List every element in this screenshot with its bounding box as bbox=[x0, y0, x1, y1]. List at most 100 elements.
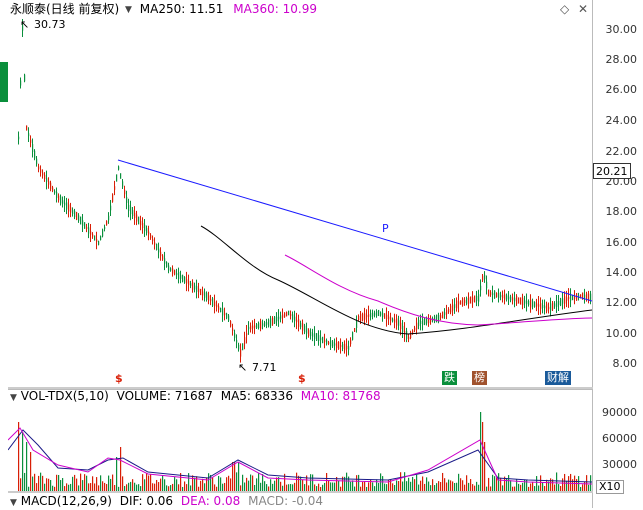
candle-body bbox=[258, 323, 260, 328]
volume-bar bbox=[510, 480, 512, 492]
candle-body bbox=[292, 314, 294, 320]
low-label: 7.71 bbox=[252, 361, 277, 374]
volume-bar bbox=[142, 474, 144, 492]
price-tick: 14.00 bbox=[605, 266, 638, 279]
candle-body bbox=[374, 312, 376, 316]
volume-bar bbox=[116, 457, 118, 492]
candle-body bbox=[272, 317, 274, 325]
panel-divider[interactable] bbox=[8, 387, 593, 389]
candle-body bbox=[58, 195, 60, 201]
candle-body bbox=[264, 322, 266, 326]
volume-bar bbox=[498, 473, 500, 492]
volume-bar bbox=[376, 479, 378, 492]
volume-bar bbox=[548, 481, 550, 492]
candle-body bbox=[340, 344, 342, 348]
close-icon[interactable]: ✕ bbox=[578, 2, 589, 16]
volume-bar bbox=[442, 472, 444, 492]
candle-body bbox=[118, 166, 120, 170]
volume-bar bbox=[114, 484, 116, 492]
dropdown-arrow-icon[interactable]: ▼ bbox=[10, 393, 17, 403]
volume-bar bbox=[94, 483, 96, 492]
volume-bar bbox=[330, 482, 332, 492]
volume-bar bbox=[30, 452, 32, 492]
finance-badge[interactable]: 财解 bbox=[545, 371, 571, 385]
volume-bar bbox=[466, 475, 468, 492]
candle-body bbox=[104, 226, 106, 230]
ma250-line bbox=[200, 225, 592, 335]
volume-bar bbox=[218, 475, 220, 492]
volume-bar bbox=[100, 475, 102, 492]
candle-body bbox=[22, 25, 24, 31]
candle-body bbox=[434, 316, 436, 322]
volume-bar bbox=[120, 447, 122, 492]
volume-bar bbox=[98, 485, 100, 492]
volume-bar bbox=[374, 486, 376, 492]
dividend-marker-icon[interactable]: $ bbox=[298, 372, 306, 385]
candle-body bbox=[470, 296, 472, 304]
volume-bar bbox=[550, 478, 552, 492]
candle-body bbox=[392, 318, 394, 322]
dropdown-arrow-icon[interactable]: ▼ bbox=[10, 498, 17, 508]
candle-body bbox=[218, 306, 220, 310]
candle-body bbox=[462, 298, 464, 306]
diamond-icon[interactable]: ◇ bbox=[560, 2, 570, 16]
candle-body bbox=[570, 294, 572, 301]
volume-bar bbox=[464, 484, 466, 492]
candle-body bbox=[558, 300, 560, 306]
volume-bar bbox=[76, 478, 78, 492]
volume-bar bbox=[88, 483, 90, 492]
volume-bar bbox=[440, 482, 442, 492]
volume-bar bbox=[556, 472, 558, 492]
candle-body bbox=[134, 212, 136, 219]
volume-bar bbox=[18, 422, 20, 492]
current-price-tag: 20.21 bbox=[593, 163, 631, 179]
volume-bar bbox=[138, 484, 140, 492]
candle-body bbox=[196, 286, 198, 292]
volume-bar bbox=[180, 473, 182, 492]
candle-body bbox=[156, 244, 158, 250]
volume-bar bbox=[164, 479, 166, 492]
volume-bar bbox=[48, 478, 50, 492]
volume-bar bbox=[560, 485, 562, 492]
volume-bar bbox=[62, 478, 64, 492]
panel-divider[interactable] bbox=[8, 491, 593, 493]
volume-bar bbox=[576, 479, 578, 492]
volume-bar bbox=[104, 482, 106, 492]
candle-body bbox=[18, 136, 20, 140]
volume-bar bbox=[380, 473, 382, 492]
volume-bar bbox=[348, 476, 350, 492]
candle-body bbox=[232, 328, 234, 331]
volume-bar bbox=[460, 478, 462, 492]
volume-bar bbox=[446, 482, 448, 492]
candle-body bbox=[162, 255, 164, 260]
drop-badge[interactable]: 跌 bbox=[442, 371, 457, 385]
rank-badge[interactable]: 榜 bbox=[472, 371, 487, 385]
volume-bar bbox=[282, 485, 284, 492]
candle-body bbox=[444, 312, 446, 315]
volume-bar bbox=[196, 476, 198, 492]
candle-body bbox=[346, 345, 348, 350]
volume-bar bbox=[300, 476, 302, 492]
volume-bar bbox=[276, 477, 278, 492]
candle-body bbox=[540, 303, 542, 309]
candle-body bbox=[198, 288, 200, 293]
volume-bar bbox=[28, 486, 30, 492]
candle-body bbox=[448, 308, 450, 313]
macd-header: ▼ MACD(12,26,9) DIF: 0.06 DEA: 0.08 MACD… bbox=[10, 494, 323, 510]
candle-body bbox=[204, 292, 206, 298]
dropdown-arrow-icon[interactable]: ▼ bbox=[125, 5, 132, 15]
volume-bar bbox=[302, 479, 304, 492]
dividend-marker-icon[interactable]: $ bbox=[115, 372, 123, 385]
candle-body bbox=[416, 322, 418, 330]
candle-body bbox=[188, 280, 190, 286]
candle-body bbox=[438, 315, 440, 321]
candle-body bbox=[536, 303, 538, 307]
volume-bar bbox=[294, 482, 296, 492]
candle-body bbox=[568, 296, 570, 300]
volume-bar bbox=[360, 486, 362, 492]
candle-body bbox=[248, 326, 250, 330]
candle-body bbox=[84, 222, 86, 229]
candle-body bbox=[504, 294, 506, 300]
volume-bar bbox=[528, 486, 530, 492]
candle-body bbox=[300, 322, 302, 328]
